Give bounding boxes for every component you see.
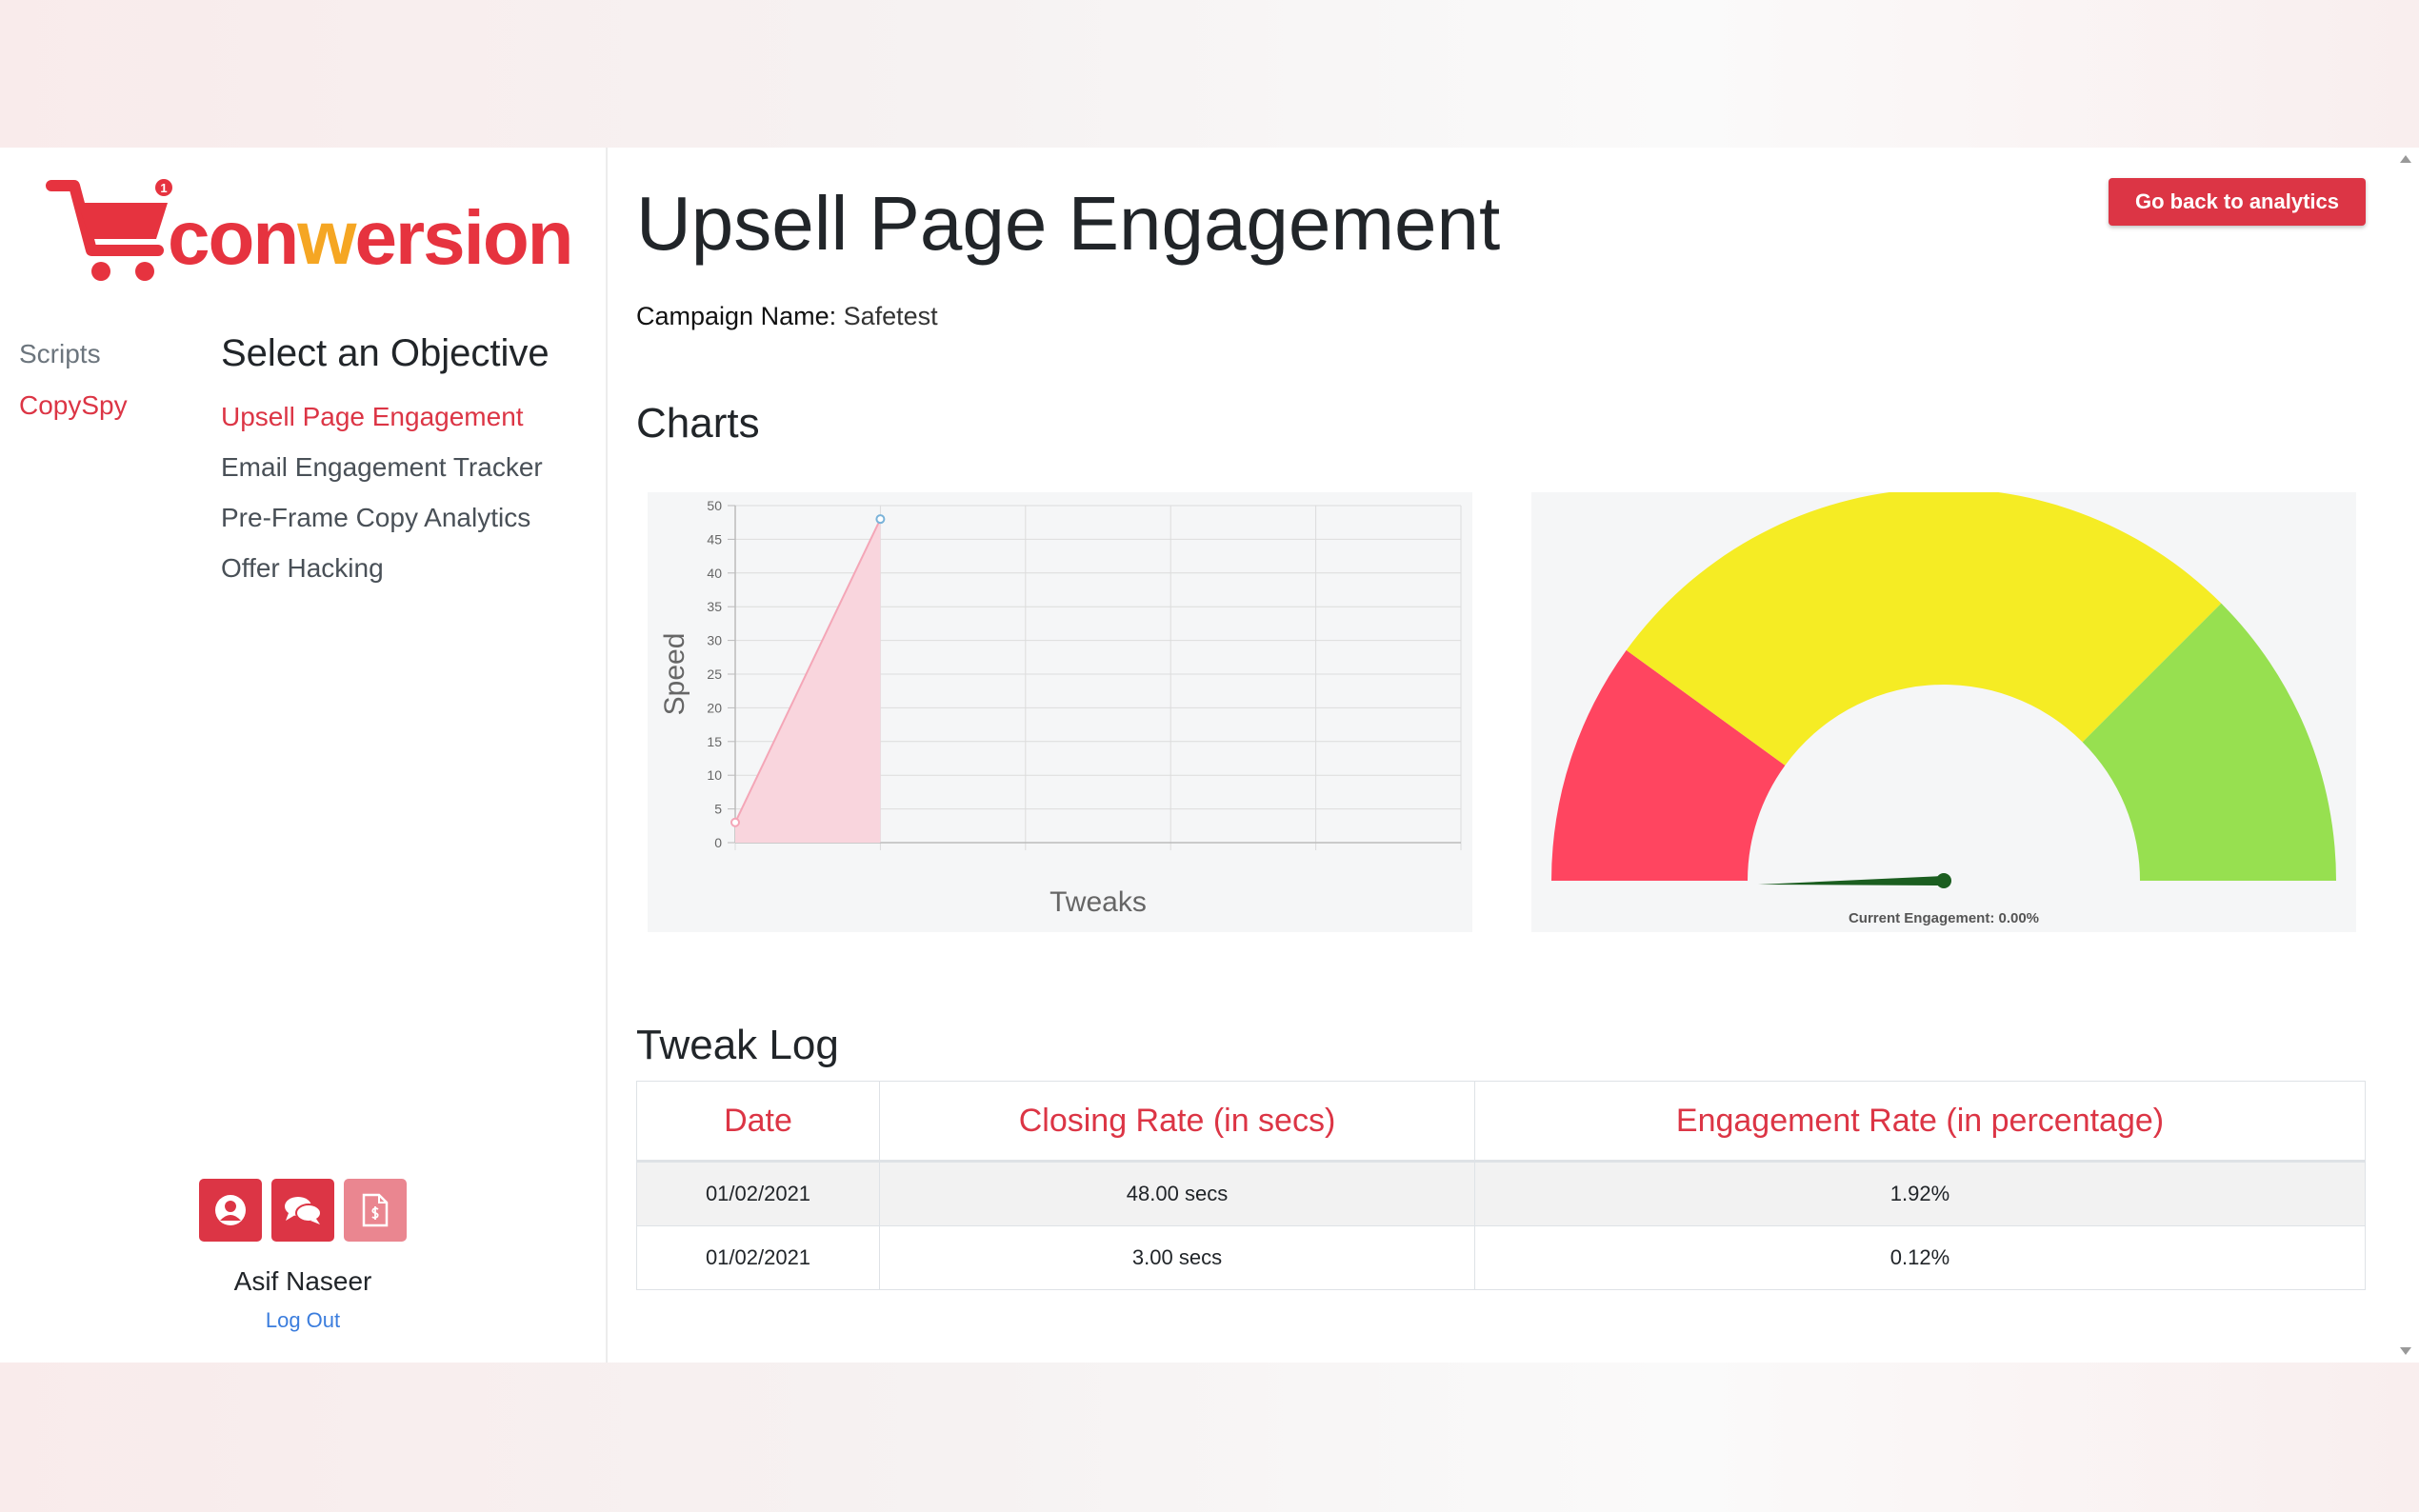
table-row: 01/02/2021 3.00 secs 0.12% [636, 1225, 2366, 1290]
tweak-log-table: Date Closing Rate (in secs) Engagement R… [636, 1081, 2366, 1290]
nav-item-scripts[interactable]: Scripts [19, 339, 101, 368]
engagement-gauge: Current Engagement: 0.00% [1551, 488, 2336, 926]
cart-logo-icon: 1 [46, 179, 172, 281]
table-row: 01/02/2021 48.00 secs 1.92% [636, 1161, 2366, 1226]
cell-engagement-rate: 0.12% [1474, 1225, 2366, 1290]
data-point [730, 817, 740, 827]
column-header-closing-rate[interactable]: Closing Rate (in secs) [879, 1081, 1475, 1163]
campaign-value: Safetest [843, 302, 938, 330]
objective-email-engagement-tracker[interactable]: Email Engagement Tracker [221, 452, 543, 482]
y-tick-label: 35 [707, 599, 722, 614]
y-tick-label: 30 [707, 633, 722, 648]
objective-upsell-page-engagement[interactable]: Upsell Page Engagement [221, 402, 524, 431]
series-line [734, 518, 882, 824]
page-title: Upsell Page Engagement [636, 181, 1501, 266]
y-axis-label: Speed [659, 633, 690, 716]
cell-closing-rate: 3.00 secs [879, 1225, 1475, 1290]
gauge-segment [1551, 649, 1786, 881]
column-header-engagement-rate[interactable]: Engagement Rate (in percentage) [1474, 1081, 2366, 1163]
campaign-label: Campaign Name: [636, 302, 837, 330]
table-header-row: Date Closing Rate (in secs) Engagement R… [636, 1081, 2366, 1163]
gauge-label: Current Engagement: 0.00% [1849, 910, 2039, 926]
speed-chart-card: 0 5 10 15 20 25 30 35 40 45 50 Tweaks Speed [648, 492, 1472, 932]
sidebar: 1 conwersion Scripts CopySpy Select an O… [0, 148, 608, 1363]
engagement-gauge-card: Current Engagement: 0.00% [1531, 488, 2356, 932]
y-tick-label: 5 [714, 802, 722, 817]
nav-item-copyspy[interactable]: CopySpy [19, 390, 128, 420]
column-header-date[interactable]: Date [636, 1081, 880, 1163]
invoice-icon [362, 1193, 389, 1227]
user-panel: Asif Naseer Log Out [0, 1179, 606, 1333]
cell-date: 01/02/2021 [636, 1161, 880, 1226]
gauge-needle-hub [1936, 873, 1951, 888]
y-tick-label: 20 [707, 700, 722, 715]
profile-button[interactable] [199, 1179, 262, 1242]
y-tick-label: 0 [714, 835, 722, 850]
app-window: 1 conwersion Scripts CopySpy Select an O… [0, 148, 2419, 1363]
messages-button[interactable] [271, 1179, 334, 1242]
objective-offer-hacking[interactable]: Offer Hacking [221, 553, 384, 583]
billing-button[interactable] [344, 1179, 407, 1242]
cell-closing-rate: 48.00 secs [879, 1161, 1475, 1226]
speed-chart: 0 5 10 15 20 25 30 35 40 45 50 Tweaks Speed [659, 498, 1462, 918]
page-scrollbar[interactable] [2392, 148, 2419, 1363]
area-fill [735, 519, 881, 843]
gauge-needle [1758, 876, 1944, 885]
gauge-segment [1626, 488, 2222, 766]
gauge-segment [2082, 603, 2336, 881]
primary-nav: Scripts CopySpy [19, 328, 128, 431]
objective-nav: Select an Objective Upsell Page Engageme… [221, 328, 592, 593]
campaign-info: Campaign Name: Safetest [636, 302, 938, 331]
y-tick-label: 10 [707, 767, 722, 783]
chat-bubbles-icon [285, 1197, 322, 1224]
scroll-up-icon[interactable] [2400, 155, 2411, 163]
y-tick-label: 45 [707, 531, 722, 547]
tweak-log-heading: Tweak Log [636, 1022, 839, 1068]
objective-heading: Select an Objective [221, 332, 550, 374]
x-axis-label: Tweaks [1050, 886, 1147, 918]
logo-badge: 1 [160, 181, 167, 195]
y-tick-label: 15 [707, 734, 722, 749]
charts-heading: Charts [636, 400, 760, 447]
user-circle-icon [215, 1195, 246, 1225]
cell-date: 01/02/2021 [636, 1225, 880, 1290]
brand-logo[interactable]: 1 conwersion [46, 176, 574, 295]
user-name: Asif Naseer [233, 1266, 372, 1296]
objective-pre-frame-copy-analytics[interactable]: Pre-Frame Copy Analytics [221, 503, 531, 532]
y-tick-label: 50 [707, 498, 722, 513]
logout-link[interactable]: Log Out [265, 1308, 341, 1332]
main-content: Upsell Page Engagement Go back to analyt… [636, 148, 2366, 1363]
cell-engagement-rate: 1.92% [1474, 1161, 2366, 1226]
y-tick-label: 25 [707, 666, 722, 682]
y-tick-label: 40 [707, 566, 722, 581]
scroll-down-icon[interactable] [2400, 1347, 2411, 1355]
brand-name: conwersion [168, 195, 574, 280]
back-to-analytics-button[interactable]: Go back to analytics [2109, 178, 2366, 226]
data-point [875, 514, 886, 525]
